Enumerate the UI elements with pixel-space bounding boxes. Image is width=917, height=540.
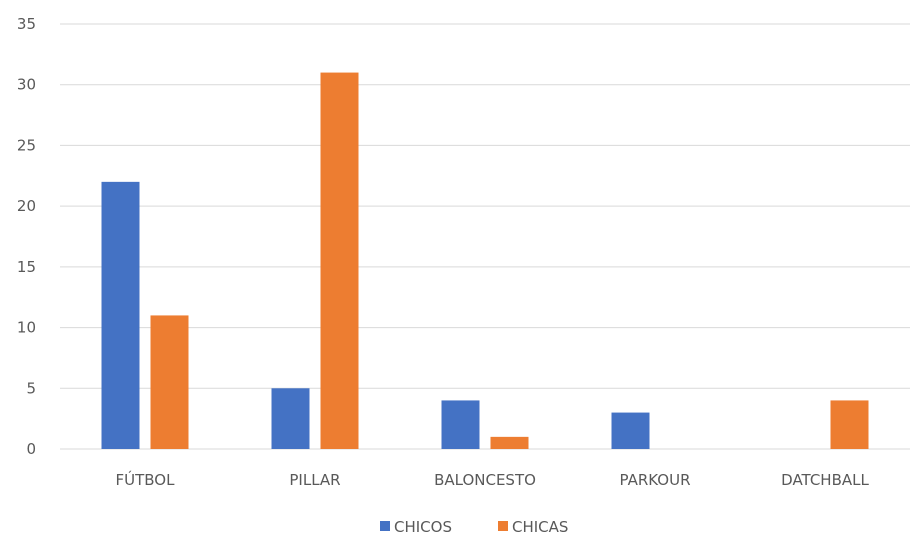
bar-chicos-0: [101, 181, 140, 449]
legend-label-chicas: CHICAS: [512, 518, 568, 536]
x-axis-categories: FÚTBOL PILLAR BALONCESTO PARKOUR DATCHBALL: [116, 470, 870, 489]
y-tick-label: 20: [17, 197, 36, 215]
y-tick-label: 30: [17, 76, 36, 94]
bar-chicas-0: [150, 315, 189, 449]
y-tick-label: 35: [17, 15, 36, 33]
y-tick-label: 25: [17, 136, 36, 154]
x-category-label: PARKOUR: [620, 471, 691, 489]
bar-chicas-4: [830, 400, 869, 449]
y-axis-ticks: 0 5 10 15 20 25 30 35: [17, 15, 36, 458]
x-category-label: BALONCESTO: [434, 471, 536, 489]
bar-chicos-1: [271, 388, 310, 449]
legend-swatch-chicos: [380, 521, 390, 531]
legend: CHICOS CHICAS: [380, 518, 568, 536]
bar-chicas-2: [490, 436, 529, 449]
legend-label-chicos: CHICOS: [394, 518, 452, 536]
bar-chicos-3: [611, 412, 650, 449]
y-tick-label: 5: [26, 379, 36, 397]
x-category-label: PILLAR: [289, 471, 340, 489]
gridlines: [60, 23, 910, 450]
bar-chicas-1: [320, 72, 359, 450]
legend-swatch-chicas: [498, 521, 508, 531]
x-category-label: DATCHBALL: [781, 471, 869, 489]
y-tick-label: 10: [17, 319, 36, 337]
x-category-label: FÚTBOL: [116, 470, 176, 489]
bars: [101, 72, 869, 450]
y-tick-label: 0: [26, 440, 36, 458]
y-tick-label: 15: [17, 258, 36, 276]
bar-chicos-2: [441, 400, 480, 449]
